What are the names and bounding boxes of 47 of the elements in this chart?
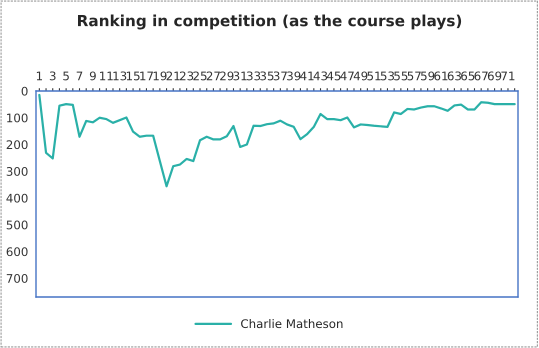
- x-tick-label: 13: [113, 71, 126, 80]
- x-tick-label: 65: [461, 71, 474, 80]
- y-tick-label: 0: [22, 86, 28, 96]
- x-tick-label: 27: [206, 71, 220, 80]
- x-tick-label: 9: [90, 71, 96, 80]
- x-tick-label: 15: [126, 72, 140, 80]
- x-tick-label: 49: [354, 71, 368, 80]
- y-tick-label: 700: [6, 274, 28, 283]
- x-tick-label: 33: [246, 71, 260, 80]
- x-tick-label: 31: [234, 71, 247, 80]
- x-tick-label: 55: [394, 72, 408, 80]
- x-tick-label: 17: [140, 72, 153, 80]
- y-tick-label: 600: [6, 247, 28, 256]
- x-tick-label: 71: [501, 72, 514, 80]
- x-tick-label: 69: [488, 71, 502, 80]
- x-tick-label: 43: [314, 71, 328, 80]
- x-tick-label: 41: [300, 72, 314, 80]
- x-tick-label: 29: [220, 71, 234, 80]
- x-tick-label: 7: [76, 72, 82, 80]
- x-tick-label: 59: [421, 71, 434, 80]
- x-tick-label: 47: [340, 72, 354, 80]
- chart-title: Ranking in competition (as the course plays): [78, 14, 462, 30]
- x-tick-label: 11: [100, 72, 113, 80]
- y-tick-label: 100: [7, 113, 28, 122]
- x-tick-label: 1: [36, 72, 42, 80]
- line-series: [38, 94, 516, 188]
- x-tick-label: 45: [326, 72, 340, 80]
- x-tick-label: 25: [193, 71, 206, 80]
- x-tick-label: 5: [63, 72, 69, 80]
- x-tick-label: 23: [180, 71, 194, 80]
- x-tick-label: 57: [408, 72, 421, 80]
- x-tick-label: 37: [274, 71, 287, 80]
- x-tick-label: 53: [380, 71, 394, 80]
- y-tick-label: 200: [6, 140, 28, 150]
- x-tick-label: 39: [287, 71, 300, 80]
- x-tick-label: 21: [166, 71, 180, 80]
- x-tick-label: 35: [260, 71, 274, 80]
- x-tick-label: 19: [154, 71, 167, 80]
- y-tick-label: 500: [6, 220, 28, 230]
- x-tick-label: 67: [474, 71, 488, 80]
- y-tick-label: 400: [6, 194, 28, 203]
- x-tick-label: 61: [434, 71, 448, 80]
- y-tick-label: 300: [6, 166, 28, 176]
- x-tick-label: 3: [50, 71, 56, 80]
- x-tick-label: 51: [367, 72, 380, 80]
- legend-label: Charlie Matheson: [241, 318, 342, 328]
- x-tick-label: 63: [448, 71, 461, 80]
